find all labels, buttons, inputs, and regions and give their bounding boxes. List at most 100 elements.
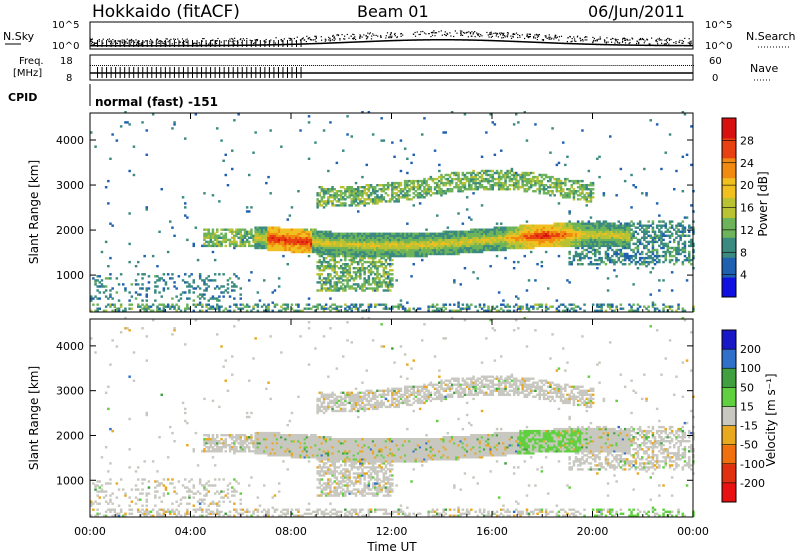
power-cell	[310, 238, 313, 242]
noise-dot	[444, 31, 446, 33]
power-cell	[493, 181, 497, 185]
power-cell	[166, 305, 170, 308]
power-cell	[188, 285, 191, 288]
power-cell	[337, 252, 341, 256]
power-cell	[367, 305, 371, 308]
noise-line	[440, 39, 442, 41]
power-cell	[299, 236, 302, 239]
power-cell	[412, 244, 415, 248]
power-cell	[391, 254, 394, 258]
power-cell	[344, 252, 347, 256]
power-cell	[205, 277, 208, 280]
power-cell	[361, 258, 364, 262]
power-cell	[363, 260, 366, 264]
power-cell	[408, 188, 411, 191]
power-cell	[369, 200, 373, 203]
power-cell	[380, 285, 383, 288]
noise-dot	[98, 39, 100, 41]
power-cell	[258, 230, 262, 233]
noise-line	[288, 43, 290, 46]
power-cell	[132, 145, 136, 148]
noise-dot	[640, 39, 642, 41]
power-cell	[216, 299, 219, 302]
noise-dot	[434, 35, 436, 37]
power-cell	[491, 238, 494, 242]
noise-line	[494, 40, 496, 42]
power-cell	[493, 242, 497, 246]
nave-dot	[353, 65, 355, 66]
power-cell	[290, 307, 294, 310]
nave-dot	[477, 65, 479, 66]
power-cell	[335, 277, 339, 280]
power-cell	[478, 246, 482, 250]
noise-line	[255, 44, 258, 46]
power-cell	[329, 238, 332, 242]
power-cell	[265, 236, 268, 239]
power-cell	[124, 289, 127, 292]
power-cell	[316, 198, 319, 201]
power-cell	[521, 186, 524, 189]
power-cell	[525, 179, 529, 183]
power-cell	[329, 234, 332, 237]
noise-line	[484, 39, 486, 42]
power-cell	[209, 244, 213, 248]
noise-dot	[91, 38, 93, 40]
noise-dot	[627, 39, 629, 41]
noise-dot	[502, 37, 504, 39]
power-cell	[389, 281, 392, 284]
power-cell	[354, 196, 358, 199]
power-cell	[258, 236, 262, 239]
noise-line	[571, 42, 573, 45]
power-cell	[386, 283, 390, 286]
noise-line	[439, 39, 441, 41]
power-cell	[267, 226, 270, 229]
power-cell	[423, 117, 426, 120]
power-cell	[260, 232, 264, 235]
power-cell	[350, 232, 353, 235]
power-cell	[357, 285, 360, 288]
power-cell	[363, 204, 366, 207]
power-cell	[448, 175, 452, 179]
power-cell	[226, 184, 230, 187]
power-cell	[380, 139, 383, 142]
power-cell	[324, 246, 328, 250]
power-cell	[406, 238, 409, 242]
power-cell	[350, 236, 353, 239]
power-cell	[284, 246, 287, 250]
power-cell	[324, 287, 328, 290]
power-cell	[429, 246, 433, 250]
power-cell	[463, 186, 467, 189]
power-cell	[416, 192, 420, 195]
noise-line	[342, 41, 344, 44]
power-cell	[301, 248, 304, 252]
freq-dots	[90, 65, 694, 78]
power-cell	[427, 250, 430, 254]
power-cell	[122, 283, 125, 286]
power-cell	[318, 204, 321, 207]
power-cell	[476, 250, 479, 254]
noise-dot	[215, 40, 217, 42]
power-cell	[408, 179, 411, 183]
noise-line	[683, 44, 685, 47]
noise-line	[154, 45, 156, 47]
power-cell	[369, 273, 373, 276]
power-cell	[382, 263, 386, 266]
power-cell	[314, 238, 317, 242]
noise-line	[635, 44, 637, 46]
power-cell	[92, 303, 95, 306]
power-cell	[367, 307, 371, 310]
noise-line	[415, 39, 417, 41]
power-cell	[275, 226, 279, 229]
noise-dot	[291, 38, 293, 40]
noise-line	[317, 42, 319, 45]
power-cell	[485, 240, 488, 244]
power-cell	[128, 299, 131, 302]
power-cell	[421, 248, 424, 252]
power-cell	[397, 240, 400, 244]
power-cell	[478, 303, 482, 306]
power-cell	[406, 236, 409, 239]
power-cell	[440, 177, 443, 181]
power-cell	[354, 236, 358, 239]
nave-dot	[174, 65, 176, 66]
power-cell	[391, 192, 394, 195]
